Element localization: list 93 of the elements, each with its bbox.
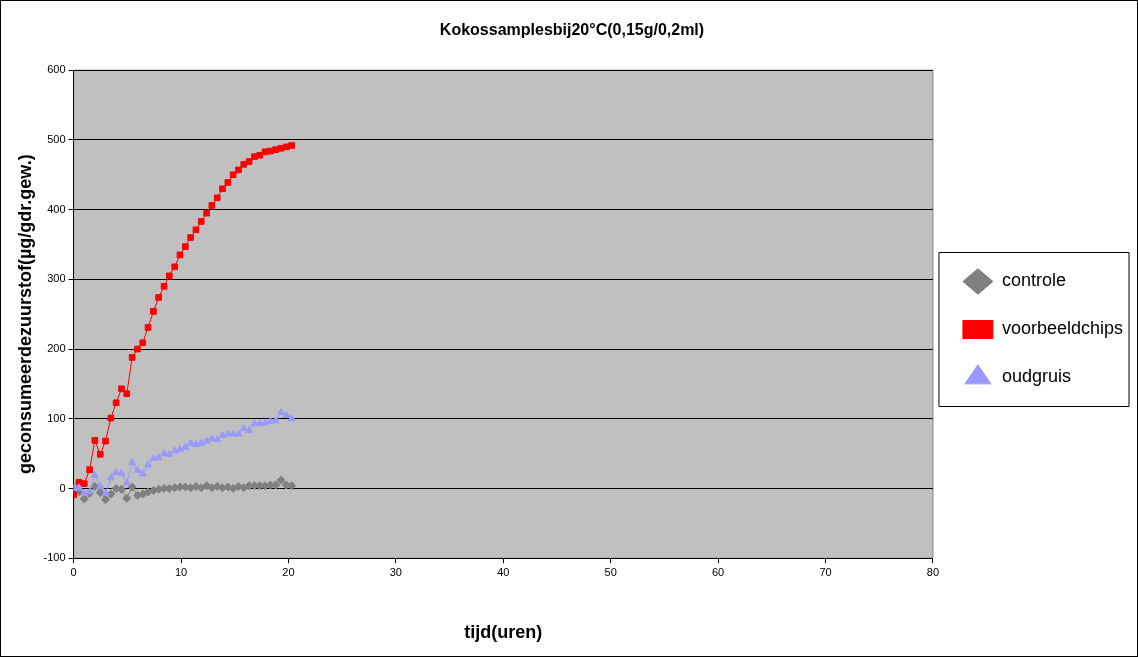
y-tick-label: 0 bbox=[59, 481, 66, 494]
legend-label: oudgruis bbox=[1001, 366, 1071, 387]
point bbox=[224, 179, 232, 186]
legend-label: controle bbox=[1001, 270, 1066, 291]
point bbox=[107, 414, 115, 422]
point bbox=[234, 429, 243, 437]
point bbox=[272, 146, 279, 153]
x-tick-label: 40 bbox=[497, 565, 510, 578]
point bbox=[229, 171, 237, 179]
y-tick-label: 100 bbox=[47, 411, 66, 424]
point bbox=[86, 466, 93, 473]
point bbox=[171, 263, 179, 271]
point bbox=[96, 451, 104, 458]
point bbox=[287, 414, 296, 422]
point bbox=[128, 458, 137, 466]
y-axis-title: geconsumeerdezuurstof(µg/gdr.gew.) bbox=[14, 154, 35, 475]
point bbox=[245, 426, 254, 434]
point bbox=[219, 185, 226, 193]
point bbox=[197, 218, 205, 225]
point bbox=[282, 410, 291, 418]
point bbox=[207, 434, 216, 442]
point bbox=[276, 475, 286, 485]
point bbox=[181, 442, 190, 450]
point bbox=[203, 209, 210, 217]
x-tick-label: 0 bbox=[70, 565, 77, 578]
point bbox=[123, 390, 131, 397]
point bbox=[122, 493, 132, 503]
point bbox=[90, 470, 99, 478]
point bbox=[213, 435, 222, 443]
point bbox=[239, 424, 248, 432]
point bbox=[192, 226, 200, 234]
point bbox=[79, 494, 89, 504]
point bbox=[277, 408, 285, 415]
point bbox=[133, 465, 142, 473]
x-tick-label: 30 bbox=[389, 565, 402, 578]
point bbox=[245, 158, 253, 165]
point bbox=[144, 324, 152, 331]
y-tick-label: 300 bbox=[47, 272, 66, 285]
point bbox=[139, 339, 147, 347]
point bbox=[127, 482, 137, 492]
point bbox=[102, 437, 109, 445]
point bbox=[267, 147, 274, 155]
point bbox=[134, 345, 141, 353]
point bbox=[95, 488, 105, 498]
point bbox=[91, 437, 99, 444]
point bbox=[144, 460, 153, 468]
point bbox=[149, 454, 158, 462]
point bbox=[117, 484, 127, 494]
y-tick-label: 600 bbox=[47, 63, 66, 76]
point bbox=[170, 446, 179, 454]
point bbox=[138, 469, 147, 477]
point bbox=[106, 473, 115, 481]
point bbox=[281, 480, 291, 490]
y-tick-label: -100 bbox=[43, 551, 66, 564]
point bbox=[101, 488, 110, 496]
point bbox=[240, 160, 248, 168]
point bbox=[235, 166, 242, 174]
point bbox=[160, 282, 168, 290]
point bbox=[192, 440, 200, 448]
x-tick-label: 20 bbox=[282, 565, 295, 578]
point bbox=[150, 308, 157, 315]
chart-title: Kokossamplesbij20°C(0,15g/0,2ml) bbox=[439, 21, 705, 39]
point bbox=[75, 483, 83, 491]
y-tick-label: 400 bbox=[47, 202, 66, 215]
x-tick-label: 60 bbox=[711, 565, 725, 578]
point bbox=[128, 354, 136, 361]
point bbox=[117, 468, 126, 476]
point bbox=[208, 202, 216, 209]
x-tick-label: 10 bbox=[174, 565, 188, 578]
point bbox=[182, 243, 189, 250]
point bbox=[165, 272, 173, 280]
point bbox=[101, 495, 111, 505]
point bbox=[277, 144, 285, 152]
legend-label: voorbeeldchips bbox=[1001, 318, 1123, 339]
point bbox=[122, 478, 131, 486]
point bbox=[288, 142, 295, 149]
point bbox=[213, 194, 221, 202]
y-tick-label: 200 bbox=[47, 342, 66, 355]
point bbox=[256, 151, 264, 159]
point bbox=[118, 385, 125, 393]
x-tick-label: 80 bbox=[926, 565, 940, 578]
point bbox=[187, 234, 194, 241]
point bbox=[165, 449, 174, 457]
x-tick-label: 70 bbox=[819, 565, 832, 578]
point bbox=[176, 251, 184, 259]
point bbox=[155, 294, 163, 301]
point bbox=[112, 399, 120, 407]
point bbox=[186, 438, 195, 446]
point bbox=[96, 481, 105, 489]
x-axis-title: tijd(uren) bbox=[464, 622, 543, 643]
point bbox=[80, 480, 88, 487]
y-tick-label: 500 bbox=[47, 132, 66, 145]
x-tick-label: 50 bbox=[604, 565, 617, 578]
